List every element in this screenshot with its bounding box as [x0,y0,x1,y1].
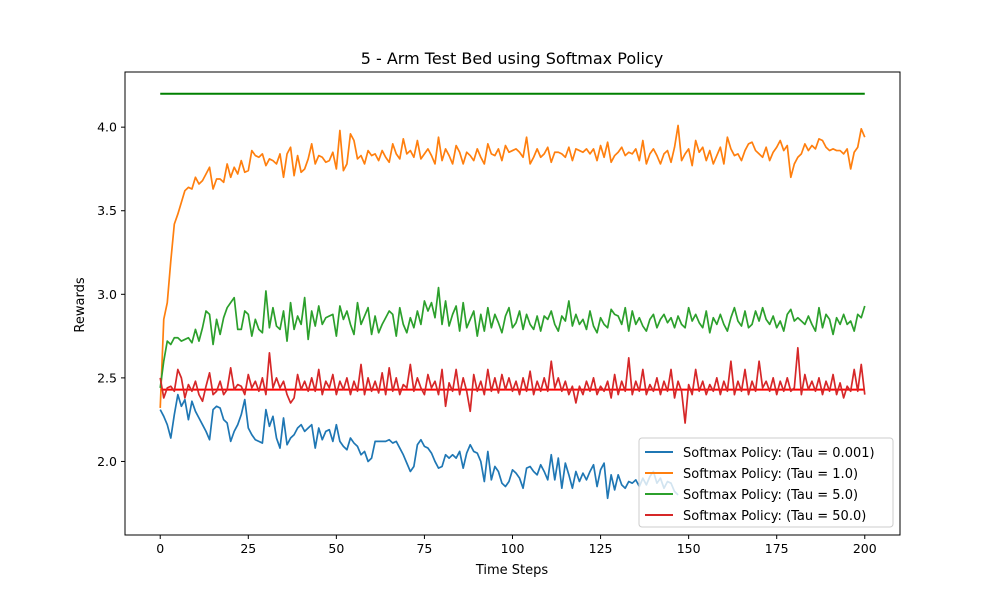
y-tick-label: 3.5 [97,203,117,218]
y-axis-label: Rewards [73,277,88,332]
x-tick-label: 75 [416,541,432,556]
plot-area: 0 25 50 75 100 125 150 175 200 2.0 2.5 3.0 3.5 4.0 Sof… [97,71,901,556]
y-tick-label: 2.0 [97,454,117,469]
series-line-3 [159,286,866,389]
x-tick-label: 125 [589,541,613,556]
legend-label-1: Softmax Policy: (Tau = 0.001) [683,446,875,461]
legend-label-2: Softmax Policy: (Tau = 1.0) [683,467,858,482]
x-tick-label: 0 [156,541,164,556]
x-tick-label: 175 [765,541,789,556]
legend: Softmax Policy: (Tau = 0.001) Softmax Pol… [638,437,894,528]
x-tick-label: 150 [677,541,701,556]
series-line-1 [159,393,679,500]
y-tick-label: 2.5 [97,370,117,385]
series-line-2 [159,124,866,409]
legend-label-3: Softmax Policy: (Tau = 5.0) [683,488,858,503]
x-tick-label: 200 [853,541,877,556]
legend-label-4: Softmax Policy: (Tau = 50.0) [683,509,866,524]
legend-box [638,437,894,528]
series-line-4 [159,346,866,424]
chart-title: 5 - Arm Test Bed using Softmax Policy [361,49,664,68]
x-tick-label: 25 [240,541,256,556]
y-tick-label: 3.0 [97,287,117,302]
x-tick-label: 100 [501,541,525,556]
x-axis-label: Time Steps [475,563,549,578]
x-tick-label: 50 [328,541,344,556]
y-tick-label: 4.0 [97,120,117,135]
